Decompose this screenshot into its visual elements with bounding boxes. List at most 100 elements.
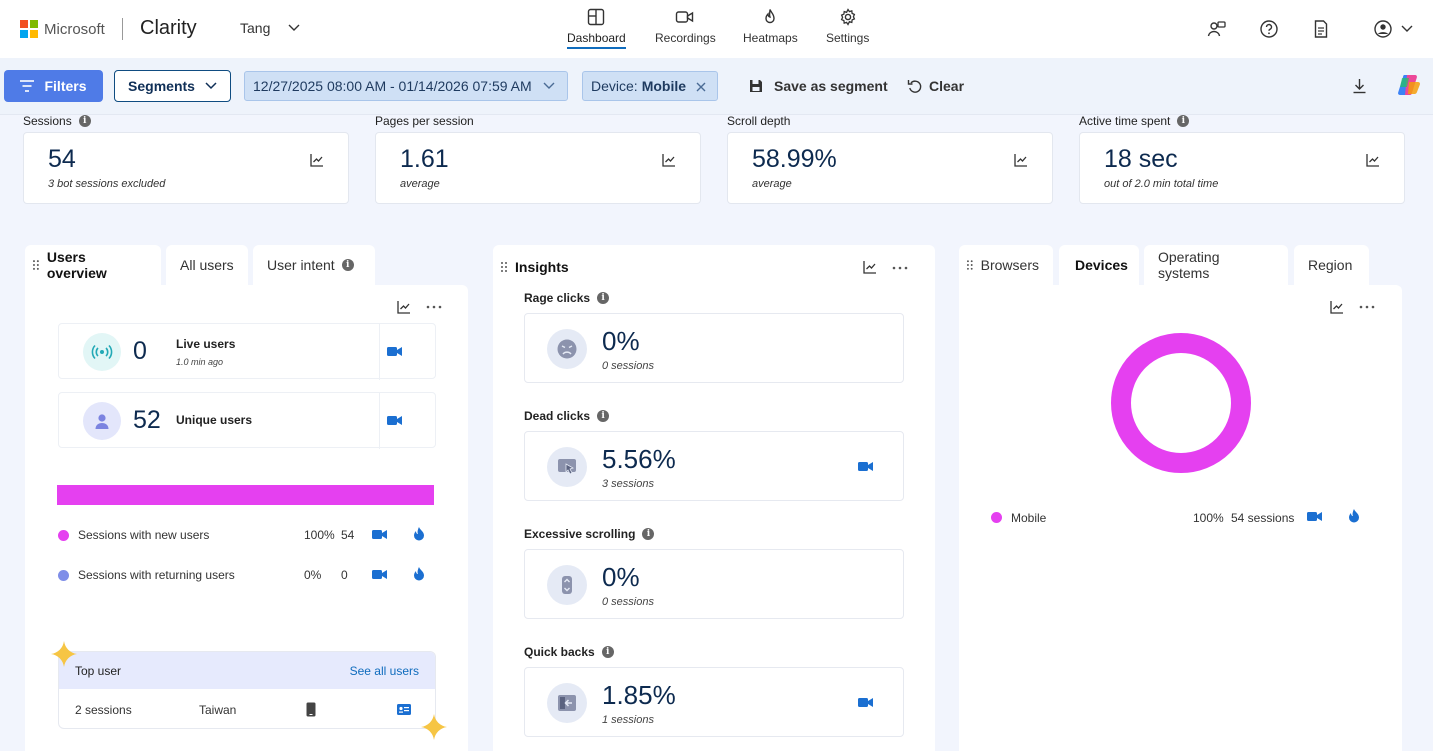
device-legend-row[interactable]: Mobile 100% 54 sessions xyxy=(991,509,1371,526)
tab-browsers[interactable]: Browsers xyxy=(959,245,1053,285)
info-icon[interactable]: i xyxy=(78,115,91,127)
clear-label: Clear xyxy=(929,78,965,94)
insight-card-dead-clicks[interactable]: 5.56% 3 sessions xyxy=(524,431,904,501)
legend-dot xyxy=(991,512,1002,523)
legend-label: Sessions with new users xyxy=(78,528,210,542)
metric-subtext: out of 2.0 min total time xyxy=(1104,178,1219,190)
trend-chart-icon[interactable] xyxy=(662,153,676,167)
heatmap-flame-icon[interactable] xyxy=(413,567,425,581)
tab-user-intent[interactable]: User intent i xyxy=(253,245,375,285)
heatmap-flame-icon[interactable] xyxy=(1348,509,1360,523)
unique-users-title: Unique users xyxy=(176,413,253,427)
people-feedback-icon[interactable] xyxy=(1207,19,1227,39)
nav-settings[interactable]: Settings xyxy=(826,8,869,45)
legend-count: 54 xyxy=(341,528,355,542)
top-user-sessions: 2 sessions xyxy=(75,702,132,717)
more-options-icon[interactable] xyxy=(892,266,908,270)
info-icon[interactable]: i xyxy=(601,646,614,658)
info-icon[interactable]: i xyxy=(1177,115,1190,127)
top-user-row[interactable]: 2 sessions Taiwan xyxy=(59,689,435,728)
metric-label-text: Sessions xyxy=(23,114,72,128)
document-icon[interactable] xyxy=(1311,19,1331,39)
tab-label: Devices xyxy=(1075,257,1128,273)
trend-chart-icon[interactable] xyxy=(863,260,877,274)
clear-filters-button[interactable]: Clear xyxy=(907,78,964,94)
video-camera-icon[interactable] xyxy=(372,569,387,580)
info-icon[interactable]: i xyxy=(341,259,354,271)
filter-lines-icon xyxy=(20,80,35,92)
info-icon[interactable]: i xyxy=(642,528,655,540)
project-selector[interactable]: Tang xyxy=(240,20,300,36)
top-user-country: Taiwan xyxy=(199,702,237,717)
dead-click-icon xyxy=(547,447,587,487)
device-filter-chip[interactable]: Device: Mobile xyxy=(582,71,718,101)
filters-button[interactable]: Filters xyxy=(4,70,103,102)
save-as-segment-label: Save as segment xyxy=(774,78,888,94)
top-user-card: Top user See all users 2 sessions Taiwan xyxy=(58,651,436,729)
see-all-users-link[interactable]: See all users xyxy=(349,663,419,678)
top-user-title: Top user xyxy=(75,663,122,678)
insight-card-excessive-scrolling[interactable]: 0% 0 sessions xyxy=(524,549,904,619)
donut-slice-mobile[interactable] xyxy=(1111,333,1251,473)
trend-chart-icon[interactable] xyxy=(397,300,411,314)
new-users-bar-fill[interactable] xyxy=(57,485,434,505)
segments-dropdown[interactable]: Segments xyxy=(114,70,231,102)
info-icon[interactable]: i xyxy=(597,410,610,422)
legend-dot xyxy=(58,569,69,581)
more-options-icon[interactable] xyxy=(426,305,442,309)
heatmap-flame-icon[interactable] xyxy=(413,527,425,541)
tab-all-users[interactable]: All users xyxy=(166,245,248,285)
trend-chart-icon[interactable] xyxy=(1014,153,1028,167)
metric-subtext: 3 bot sessions excluded xyxy=(48,178,166,190)
nav-recordings[interactable]: Recordings xyxy=(655,8,716,45)
nav-heatmaps[interactable]: Heatmaps xyxy=(743,8,798,45)
top-user-header: Top user See all users xyxy=(59,652,435,689)
drag-handle-icon[interactable] xyxy=(501,262,507,272)
video-camera-icon[interactable] xyxy=(858,697,873,708)
metric-label-scroll-depth: Scroll depth xyxy=(727,114,790,128)
download-icon[interactable] xyxy=(1352,78,1367,94)
video-camera-icon[interactable] xyxy=(372,529,387,540)
metric-value: 54 xyxy=(48,145,76,173)
tab-region[interactable]: Region xyxy=(1294,245,1369,285)
nav-dashboard[interactable]: Dashboard xyxy=(567,8,626,49)
video-camera-icon[interactable] xyxy=(858,461,873,472)
video-camera-icon[interactable] xyxy=(387,415,402,426)
tab-devices[interactable]: Devices xyxy=(1059,245,1139,285)
close-icon[interactable] xyxy=(696,82,706,92)
copilot-icon[interactable] xyxy=(1396,72,1422,98)
legend-count: 0 xyxy=(341,568,348,582)
segments-label: Segments xyxy=(128,78,195,94)
save-as-segment-button[interactable]: Save as segment xyxy=(748,78,888,94)
quick-back-icon xyxy=(547,683,587,723)
live-users-count: 0 xyxy=(133,337,147,365)
nav-label: Dashboard xyxy=(567,31,626,49)
date-range-picker[interactable]: 12/27/2025 08:00 AM - 01/14/2026 07:59 A… xyxy=(244,71,568,101)
video-camera-icon[interactable] xyxy=(387,346,402,357)
trend-chart-icon[interactable] xyxy=(1330,300,1344,314)
trend-chart-icon[interactable] xyxy=(310,153,324,167)
drag-handle-icon[interactable] xyxy=(967,260,973,270)
tab-operating-systems[interactable]: Operating systems xyxy=(1144,245,1288,285)
info-icon[interactable]: i xyxy=(597,292,610,304)
insight-card-quick-backs[interactable]: 1.85% 1 sessions xyxy=(524,667,904,737)
insight-label-text: Excessive scrolling xyxy=(524,527,636,541)
insight-card-rage-clicks[interactable]: 0% 0 sessions xyxy=(524,313,904,383)
metric-card-scroll-depth: 58.99% average xyxy=(727,132,1053,204)
drag-handle-icon[interactable] xyxy=(33,260,39,270)
insight-label-rage-clicks: Rage clicks i xyxy=(524,291,610,305)
insight-sessions: 0 sessions xyxy=(602,360,654,372)
tab-users-overview[interactable]: Users overview xyxy=(25,245,161,285)
account-menu[interactable] xyxy=(1373,19,1413,39)
product-name[interactable]: Clarity xyxy=(140,17,197,39)
help-icon[interactable] xyxy=(1259,19,1279,39)
metric-value: 58.99% xyxy=(752,145,837,173)
trend-chart-icon[interactable] xyxy=(1366,153,1380,167)
user-id-card-icon[interactable] xyxy=(397,704,411,715)
microsoft-logo[interactable]: Microsoft xyxy=(20,20,105,38)
legend-percent: 0% xyxy=(304,568,322,582)
more-options-icon[interactable] xyxy=(1359,305,1375,309)
date-range-value: 12/27/2025 08:00 AM - 01/14/2026 07:59 A… xyxy=(253,78,532,94)
video-camera-icon[interactable] xyxy=(1307,511,1322,522)
insights-title: Insights xyxy=(515,259,569,275)
